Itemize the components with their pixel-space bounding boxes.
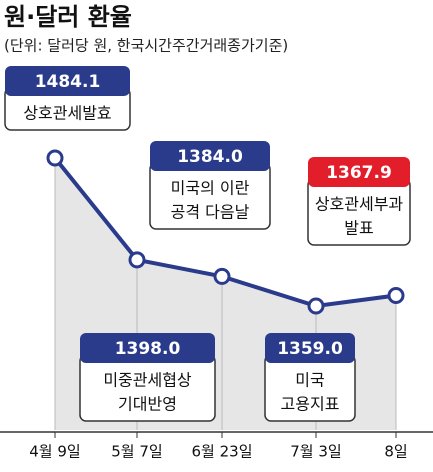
callout-header	[308, 157, 410, 187]
annotation: 미중관세협상	[103, 371, 192, 390]
x-tick-label: 5월 7일	[111, 443, 162, 461]
annotation: 상호관세발효	[23, 104, 111, 123]
point	[46, 149, 64, 167]
annotation: 미국의 이란	[171, 179, 250, 198]
value-label: 1367.9	[326, 163, 392, 183]
value-label: 1384.0	[177, 147, 243, 167]
point	[387, 286, 405, 304]
chart-title: 원·달러 환율	[4, 3, 132, 31]
callout-header	[5, 66, 130, 96]
x-tick-label: 7월 3일	[290, 443, 341, 461]
point	[128, 251, 146, 269]
annotation: 상호관세부과	[315, 195, 404, 214]
x-tick-label: 4월 9일	[29, 443, 80, 461]
annotation: 기대반영	[118, 395, 177, 414]
value-label: 1398.0	[115, 339, 181, 359]
annotation: 발표	[344, 219, 373, 238]
callout-header	[80, 333, 215, 363]
annotation: 공격 다음날	[171, 203, 250, 222]
point	[213, 267, 231, 285]
x-tick-label: 8일	[384, 443, 407, 461]
callout-header	[150, 141, 270, 171]
annotation: 고용지표	[281, 395, 340, 414]
value-label: 1484.1	[35, 72, 101, 92]
annotation: 미국	[295, 371, 324, 390]
callout-header	[265, 333, 355, 363]
x-tick-label: 6월 23일	[192, 443, 253, 461]
value-label: 1359.0	[277, 339, 343, 359]
chart-subtitle: (단위: 달러당 원, 한국시간주간거래종가기준)	[4, 37, 288, 55]
point	[307, 297, 325, 315]
